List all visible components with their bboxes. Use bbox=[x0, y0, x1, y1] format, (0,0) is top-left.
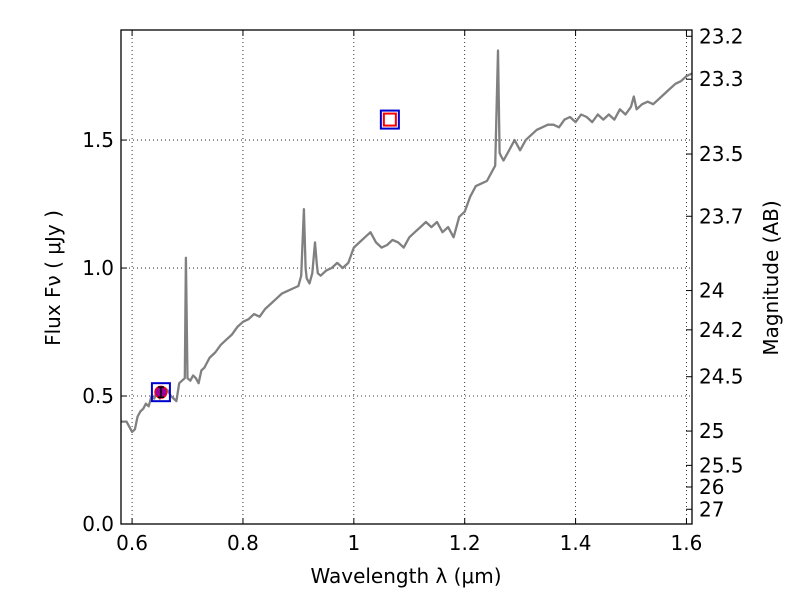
mag-tick-label: 25 bbox=[699, 419, 724, 443]
y-axis-label: Flux Fν ( μJy ) bbox=[41, 210, 65, 346]
mag-tick-label: 25.5 bbox=[699, 453, 744, 477]
ticks: 0.6 0.8 1 1.2 1.4 1.6 0.0 0.5 1.0 1.5 23.2 23.3 23.5… bbox=[82, 24, 743, 555]
mag-tick-label: 23.2 bbox=[699, 24, 744, 48]
x-tick-label: 1 bbox=[347, 531, 360, 555]
square-marker bbox=[382, 112, 397, 127]
y-tick-label: 1.0 bbox=[82, 256, 114, 280]
mag-tick-label: 24.2 bbox=[699, 318, 744, 342]
mag-tick-label: 24 bbox=[699, 279, 724, 303]
mag-tick-label: 23.7 bbox=[699, 204, 744, 228]
gridlines bbox=[121, 30, 692, 525]
x-tick-label: 0.6 bbox=[116, 531, 148, 555]
square-marker bbox=[150, 382, 171, 403]
mag-tick-label: 23.3 bbox=[699, 67, 744, 91]
y2-axis-label: Magnitude (AB) bbox=[759, 200, 783, 355]
mag-tick-label: 27 bbox=[699, 497, 724, 521]
square-marker bbox=[379, 109, 400, 130]
x-tick-label: 1.2 bbox=[449, 531, 481, 555]
x-tick-label: 1.6 bbox=[671, 531, 703, 555]
y-tick-label: 1.5 bbox=[82, 128, 114, 152]
y-tick-label: 0.0 bbox=[82, 512, 114, 536]
x-tick-label: 1.4 bbox=[560, 531, 592, 555]
mag-tick-label: 24.5 bbox=[699, 365, 744, 389]
mag-tick-label: 26 bbox=[699, 475, 724, 499]
spectrum-line bbox=[121, 49, 693, 434]
mag-tick-label: 23.5 bbox=[699, 142, 744, 166]
x-axis-label: Wavelength λ (μm) bbox=[310, 564, 501, 588]
y-tick-label: 0.5 bbox=[82, 384, 114, 408]
x-tick-label: 0.8 bbox=[227, 531, 259, 555]
plot-frame bbox=[120, 29, 693, 525]
data-layer bbox=[121, 49, 693, 434]
